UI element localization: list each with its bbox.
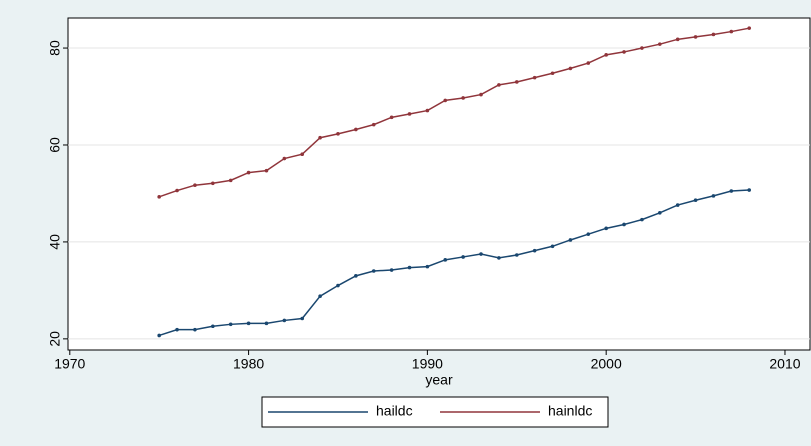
point <box>264 168 269 173</box>
y-tick-label: 20 <box>47 331 63 347</box>
point <box>211 181 215 186</box>
point <box>479 92 483 97</box>
point <box>622 50 626 54</box>
point <box>246 170 251 175</box>
point <box>532 75 537 80</box>
point <box>550 71 555 76</box>
point <box>675 203 680 207</box>
point <box>693 35 698 39</box>
point <box>354 274 358 278</box>
plot-area <box>67 17 811 351</box>
point <box>604 53 608 57</box>
point <box>371 269 376 273</box>
x-tick-label: 1970 <box>54 356 85 372</box>
point <box>318 294 322 299</box>
point <box>479 252 483 256</box>
x-tick-label: 2000 <box>591 356 622 372</box>
point <box>711 32 716 37</box>
x-tick-label: 2010 <box>769 356 800 372</box>
point <box>371 122 376 127</box>
point <box>211 324 215 329</box>
point <box>497 256 501 260</box>
point <box>389 268 394 272</box>
point <box>514 253 519 257</box>
point <box>175 188 179 193</box>
point <box>228 322 233 327</box>
point <box>532 248 537 253</box>
point <box>729 29 734 34</box>
point <box>658 42 662 46</box>
point <box>228 178 233 183</box>
point <box>264 321 269 326</box>
point <box>514 80 519 84</box>
point <box>336 283 340 288</box>
point <box>675 37 680 42</box>
point <box>336 132 340 136</box>
y-tick-label: 60 <box>47 137 63 153</box>
point <box>389 115 394 120</box>
point <box>425 108 430 113</box>
point <box>407 265 412 270</box>
x-tick-label: 1980 <box>233 356 264 372</box>
point <box>300 152 305 156</box>
point <box>497 83 501 87</box>
point <box>586 61 591 65</box>
point <box>443 258 448 262</box>
point <box>157 333 161 338</box>
point <box>640 46 644 50</box>
legend-label: hainldc <box>548 403 592 419</box>
point <box>550 244 555 249</box>
point <box>282 318 287 323</box>
point <box>354 127 358 132</box>
point <box>407 112 412 116</box>
series-line <box>158 189 750 337</box>
point <box>175 327 179 332</box>
point <box>604 226 608 231</box>
point <box>461 96 465 100</box>
point <box>246 321 251 326</box>
y-tick-label: 40 <box>47 234 63 250</box>
legend-label: haildc <box>376 403 413 419</box>
point <box>747 188 752 192</box>
point <box>640 217 644 222</box>
series-line <box>158 27 750 198</box>
point <box>461 255 465 259</box>
point <box>300 316 305 321</box>
x-tick-label: 1990 <box>412 356 443 372</box>
point <box>586 232 591 236</box>
point <box>282 156 287 161</box>
point <box>729 189 734 193</box>
point <box>318 135 322 140</box>
point <box>568 238 573 242</box>
point <box>711 194 716 198</box>
y-tick-label: 80 <box>47 40 63 56</box>
point <box>747 26 752 30</box>
point <box>693 198 698 203</box>
point <box>193 327 197 332</box>
point <box>425 264 430 269</box>
point <box>622 222 626 227</box>
point <box>443 98 448 103</box>
point <box>157 195 161 199</box>
point <box>658 211 662 215</box>
point <box>568 66 573 71</box>
x-axis-label: year <box>425 372 453 388</box>
point <box>193 183 197 188</box>
